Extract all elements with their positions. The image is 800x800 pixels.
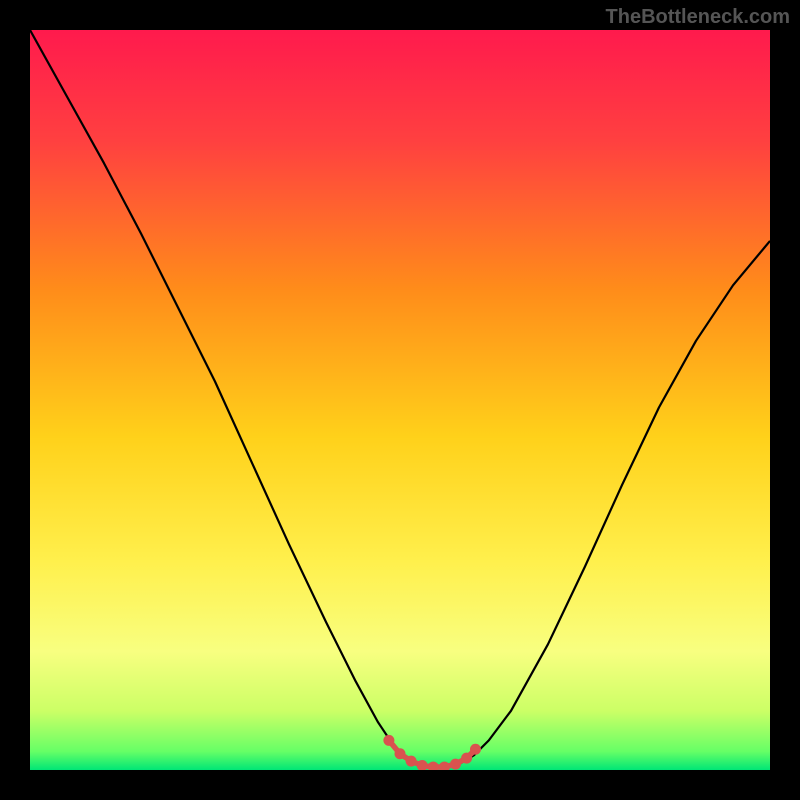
- chart-container: TheBottleneck.com: [0, 0, 800, 800]
- plot-area: [30, 30, 770, 770]
- highlight-dot: [461, 753, 472, 764]
- highlight-dot: [395, 748, 406, 759]
- highlight-dot: [406, 756, 417, 767]
- highlight-dot: [470, 744, 481, 755]
- gradient-background: [30, 30, 770, 770]
- plot-svg: [30, 30, 770, 770]
- watermark-text: TheBottleneck.com: [606, 6, 790, 29]
- highlight-dot: [383, 735, 394, 746]
- highlight-dot: [450, 759, 461, 770]
